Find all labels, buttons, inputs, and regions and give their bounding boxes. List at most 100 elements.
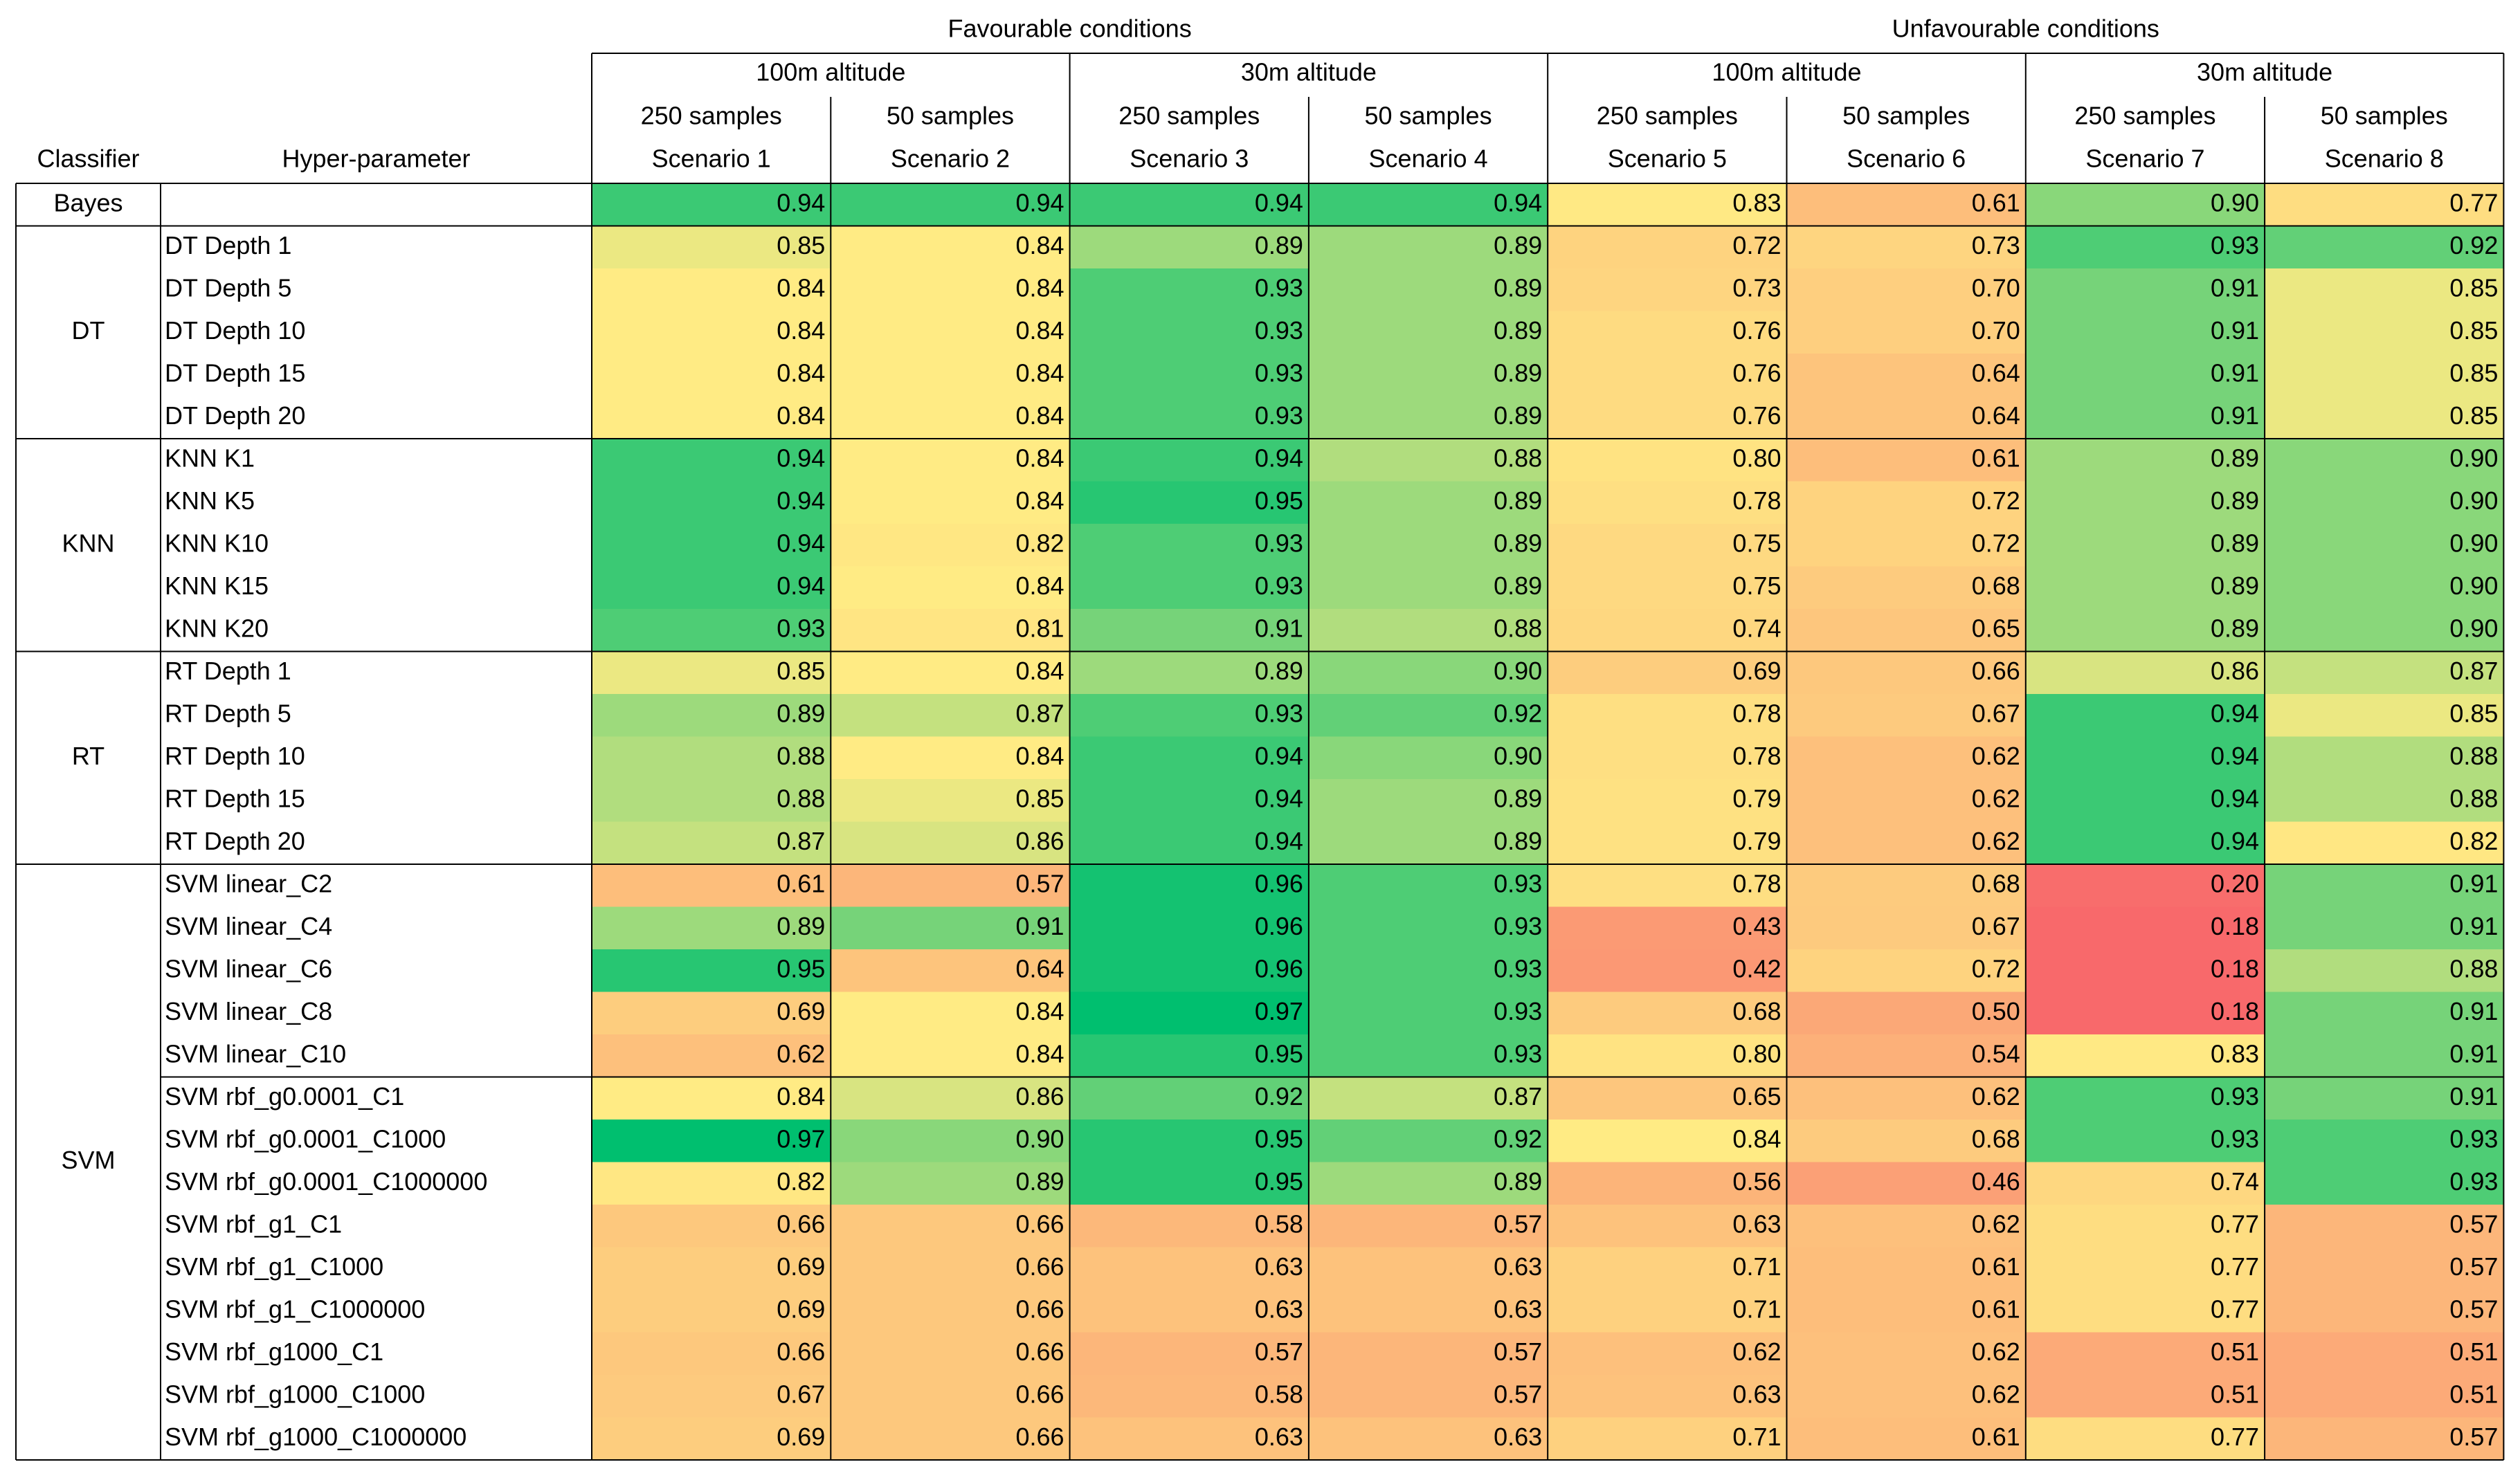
cell-fill [2025, 268, 2265, 311]
cell-fill [1548, 1417, 1787, 1460]
cell-fill [831, 481, 1070, 524]
cell-fill [1786, 609, 2026, 652]
cell-fill [2025, 1120, 2265, 1162]
cell-value: 0.94 [1016, 188, 1064, 217]
cell-value: 0.64 [1972, 401, 2020, 430]
cell-fill [1786, 1332, 2026, 1375]
cell-fill [2265, 268, 2504, 311]
cell-value: 0.43 [1732, 912, 1781, 940]
cell-fill [1308, 1162, 1548, 1205]
classifier: DT [72, 316, 105, 345]
hyperparameter: SVM rbf_g1_C1 [165, 1209, 342, 1238]
cell-fill [1548, 439, 1787, 482]
cell-fill [1069, 1417, 1309, 1460]
cell-value: 0.84 [1016, 657, 1064, 685]
hyperparameter: DT Depth 10 [165, 316, 305, 345]
cell-value: 0.57 [1494, 1209, 1542, 1238]
cell-value: 0.93 [2449, 1167, 2498, 1196]
cell-fill [592, 906, 831, 949]
cell-value: 0.84 [1016, 572, 1064, 600]
cell-fill [592, 949, 831, 992]
cell-value: 0.94 [1255, 742, 1303, 770]
hyperparameter: SVM linear_C6 [165, 954, 332, 983]
cell-value: 0.73 [1732, 273, 1781, 302]
cell-fill [2265, 736, 2504, 779]
cell-value: 0.68 [1732, 997, 1781, 1025]
cell-value: 0.18 [2211, 954, 2259, 983]
cell-value: 0.68 [1972, 869, 2020, 897]
cell-fill [1069, 396, 1309, 439]
cell-fill [1548, 779, 1787, 822]
cell-value: 0.51 [2449, 1380, 2498, 1408]
cell-value: 0.84 [1016, 1039, 1064, 1068]
cell-fill [831, 864, 1070, 907]
cell-value: 0.76 [1732, 358, 1781, 387]
cell-fill [1069, 268, 1309, 311]
cell-value: 0.89 [2211, 614, 2259, 642]
cell-value: 0.61 [1972, 188, 2020, 217]
cell-fill [1069, 1162, 1309, 1205]
cell-value: 0.85 [1016, 784, 1064, 812]
cell-fill [831, 354, 1070, 396]
cell-value: 0.62 [1972, 1337, 2020, 1366]
cell-fill [1786, 1290, 2026, 1333]
cell-fill [1308, 992, 1548, 1034]
cell-value: 0.94 [777, 444, 825, 472]
cell-fill [1308, 268, 1548, 311]
cell-value: 0.89 [1494, 1167, 1542, 1196]
cell-value: 0.46 [1972, 1167, 2020, 1196]
cell-value: 0.84 [1016, 444, 1064, 472]
cell-fill [2025, 949, 2265, 992]
cell-value: 0.93 [1494, 912, 1542, 940]
cell-value: 0.93 [1255, 401, 1303, 430]
cell-fill [2025, 694, 2265, 737]
cell-value: 0.91 [2449, 1082, 2498, 1111]
cell-value: 0.80 [1732, 444, 1781, 472]
cell-fill [1548, 1077, 1787, 1120]
cell-value: 0.90 [1016, 1124, 1064, 1153]
cell-fill [1548, 736, 1787, 779]
cell-value: 0.93 [1255, 529, 1303, 557]
cell-value: 0.90 [1494, 742, 1542, 770]
cell-fill [2025, 524, 2265, 567]
hyperparameter: KNN K10 [165, 529, 269, 557]
cell-value: 0.90 [2449, 486, 2498, 515]
cell-value: 0.93 [1255, 699, 1303, 727]
cell-value: 0.76 [1732, 316, 1781, 345]
cell-value: 0.79 [1732, 784, 1781, 812]
cell-value: 0.51 [2449, 1337, 2498, 1366]
altitude-header: 30m altitude [1241, 58, 1377, 86]
cell-value: 0.66 [1016, 1209, 1064, 1238]
hyperparameter: SVM linear_C8 [165, 997, 332, 1025]
cell-value: 0.84 [1016, 401, 1064, 430]
cell-fill [1548, 524, 1787, 567]
cell-value: 0.57 [1494, 1380, 1542, 1408]
cell-fill [592, 1034, 831, 1077]
cell-fill [1548, 1162, 1787, 1205]
cell-fill [592, 439, 831, 482]
cell-value: 0.93 [1255, 572, 1303, 600]
cell-fill [1786, 1077, 2026, 1120]
cell-fill [831, 396, 1070, 439]
cell-value: 0.84 [777, 1082, 825, 1111]
cell-fill [1548, 651, 1787, 694]
cell-value: 0.83 [1732, 188, 1781, 217]
cell-fill [1308, 481, 1548, 524]
cell-value: 0.93 [2211, 1124, 2259, 1153]
cell-fill [592, 1205, 831, 1248]
samples-header: 50 samples [1842, 102, 1970, 130]
cell-fill [1308, 1290, 1548, 1333]
cell-value: 0.93 [2211, 1082, 2259, 1111]
cell-value: 0.93 [1255, 316, 1303, 345]
cell-value: 0.97 [777, 1124, 825, 1153]
header-label: Hyper-parameter [282, 145, 470, 173]
cell-value: 0.93 [1494, 1039, 1542, 1068]
cell-value: 0.85 [2449, 358, 2498, 387]
cell-value: 0.61 [1972, 1252, 2020, 1281]
cell-fill [592, 1077, 831, 1120]
cell-value: 0.67 [1972, 699, 2020, 727]
cell-value: 0.66 [777, 1337, 825, 1366]
cell-value: 0.57 [2449, 1423, 2498, 1451]
classifier: KNN [62, 529, 114, 557]
cell-value: 0.78 [1732, 742, 1781, 770]
